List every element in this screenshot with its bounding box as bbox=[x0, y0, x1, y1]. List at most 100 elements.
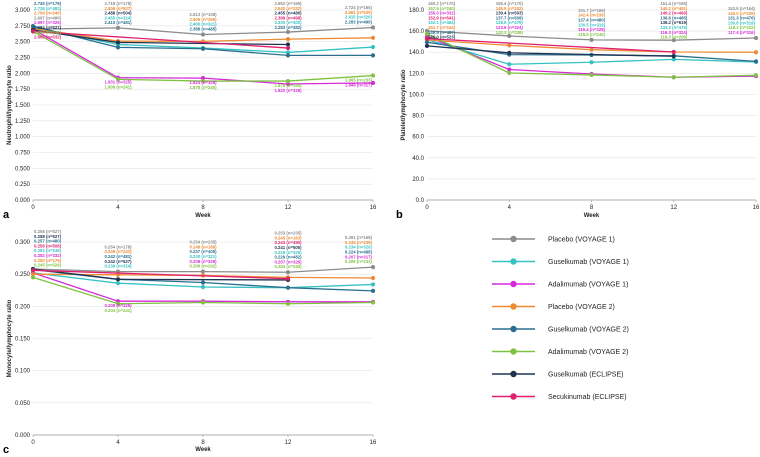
legend-marker-av2 bbox=[510, 348, 517, 355]
series-line-se bbox=[32, 269, 289, 280]
data-label-gv1: 2.726 (n=483) bbox=[34, 6, 62, 11]
y-tick-label: 180.0 bbox=[409, 8, 425, 14]
data-point-av2 bbox=[285, 78, 291, 84]
y-tick-label: 0.250 bbox=[15, 182, 31, 188]
data-label-ge: 2.488 (n=504) bbox=[104, 11, 132, 16]
panel-letter: a bbox=[3, 209, 10, 221]
data-label-av1: 123.6 (n=324) bbox=[496, 25, 524, 30]
data-label-gv2: 0.242 (n=481) bbox=[104, 254, 132, 259]
data-label-av1: 0.207 (n=326) bbox=[274, 259, 302, 264]
data-label-av1: 1.924 (n=328) bbox=[189, 80, 217, 85]
data-label-av1: 0.207 (n=317) bbox=[345, 254, 373, 259]
data-label-av1: 0.208 (n=328) bbox=[189, 259, 217, 264]
data-point-ge bbox=[115, 277, 121, 282]
data-point-pv2 bbox=[30, 272, 36, 277]
data-label-pv2: 0.244 (n=235) bbox=[345, 240, 373, 245]
data-label-pv2: 0.248 (n=168) bbox=[189, 244, 217, 249]
data-label-av1: 1.931 (n=325) bbox=[104, 80, 132, 85]
data-point-ge bbox=[424, 43, 430, 48]
data-label-av2: 120.3 (n=239) bbox=[496, 30, 524, 35]
data-label-pv2: 2.709 (n=240) bbox=[34, 11, 62, 16]
data-label-ge: 136.2 (n=619) bbox=[660, 20, 688, 25]
y-tick-label: 60.0 bbox=[412, 135, 424, 141]
data-label-pv2: 2.509 (n=527) bbox=[104, 6, 132, 11]
data-point-av2 bbox=[671, 75, 676, 80]
legend-label-gv1: Guselkumab (VOYAGE 1) bbox=[548, 259, 629, 266]
data-label-se: 0.256 (n=508) bbox=[34, 243, 62, 248]
data-point-av2 bbox=[200, 78, 206, 84]
data-point-pv2 bbox=[753, 50, 759, 55]
data-label-pv1: 0.253 (n=235) bbox=[274, 231, 302, 236]
data-point-gv1 bbox=[507, 62, 512, 67]
data-label-ge: 2.684 (n=527) bbox=[34, 25, 62, 30]
chart-panel-b: 0.020.040.060.080.0100.0120.0140.0160.01… bbox=[396, 1, 760, 221]
data-label-av1: 2.697 (n=325) bbox=[34, 20, 62, 25]
data-point-gv2 bbox=[285, 53, 291, 58]
chart-panel-a: 0.000 0.250 0.500 0.750 1.000 1.250 1.500 1.750… bbox=[3, 1, 377, 221]
x-axis-label: Week bbox=[584, 213, 600, 219]
data-point-av2 bbox=[507, 70, 512, 76]
data-label-gv2: 2.745 (n=179) bbox=[34, 1, 62, 6]
data-label-gv1: 0.229 (n=325) bbox=[274, 250, 302, 255]
x-tick-label: 12 bbox=[285, 440, 292, 446]
data-label-gv2: 149.5 (n=487) bbox=[428, 30, 456, 35]
data-label-gv1: 130.5 (n=319) bbox=[578, 22, 606, 27]
data-label-pv1: 160.2 (n=170) bbox=[428, 1, 456, 6]
data-point-gv2 bbox=[370, 288, 376, 293]
data-point-pv1 bbox=[200, 269, 206, 274]
data-label-pv2: 142.4 (n=239) bbox=[578, 13, 606, 18]
data-label-se: 2.663 (n=532) bbox=[34, 35, 62, 40]
legend-marker-se bbox=[510, 393, 517, 400]
data-point-av1 bbox=[370, 80, 376, 85]
data-label-gv1: 130.8 (n=319) bbox=[728, 20, 756, 25]
y-axis-label: Platelet/lymphocyte ratio bbox=[401, 69, 407, 140]
data-label-pv2: 2.505 (n=255) bbox=[189, 17, 217, 22]
data-label-gv2: 2.410 (n=481) bbox=[104, 20, 132, 25]
data-point-pv1 bbox=[753, 35, 759, 41]
data-point-gv2 bbox=[115, 45, 121, 50]
data-label-av2: 116.3 (n=208) bbox=[660, 35, 687, 40]
data-label-gv2: 2.283 (n=490) bbox=[345, 19, 373, 24]
x-tick-label: 12 bbox=[670, 205, 677, 211]
data-label-se: 140.2 (n=490) bbox=[660, 11, 688, 16]
data-label-av2: 0.206 (n=242) bbox=[189, 264, 217, 269]
data-label-gv2: 0.224 (n=488) bbox=[345, 249, 373, 254]
data-label-pv2: 146.5 (n=242) bbox=[496, 6, 524, 11]
data-label-pv1: 2.697 (n=490) bbox=[34, 15, 62, 20]
legend-marker-ge bbox=[510, 370, 517, 378]
data-label-pv1: 2.724 (n=165) bbox=[345, 5, 373, 10]
legend-marker-gv1 bbox=[510, 258, 517, 265]
data-point-se bbox=[671, 49, 676, 55]
data-point-gv2 bbox=[753, 59, 759, 64]
y-tick-label: 0.000 bbox=[15, 433, 31, 439]
data-label-pv1: 0.254 (n=178) bbox=[104, 244, 132, 249]
chart-panel-c: 0.000 0.050 0.100 0.150 0.200 0.250 0.300 0 4 8 12… bbox=[3, 229, 377, 456]
legend-label-pv1: Placebo (VOYAGE 1) bbox=[548, 237, 615, 244]
data-point-pv1 bbox=[671, 38, 676, 43]
data-label-pv1: 151.4 (n=165) bbox=[660, 1, 688, 6]
data-label-av2: 1.878 (n=240) bbox=[274, 83, 302, 88]
x-tick-label: 16 bbox=[753, 205, 760, 211]
data-point-gv2 bbox=[200, 280, 206, 285]
x-tick-label: 0 bbox=[425, 205, 429, 211]
data-label-ge: 2.455 (n=480) bbox=[274, 11, 302, 16]
y-tick-label: 0.250 bbox=[15, 272, 31, 278]
data-point-av2 bbox=[115, 301, 121, 306]
y-tick-label: 0.000 bbox=[15, 198, 31, 204]
x-tick-label: 4 bbox=[116, 440, 120, 446]
data-point-av2 bbox=[285, 301, 291, 306]
data-point-gv1 bbox=[589, 60, 594, 65]
data-label-gv1: 133.2 (n=475) bbox=[660, 25, 688, 30]
data-point-av2 bbox=[589, 72, 594, 78]
y-tick-label: 0.200 bbox=[15, 304, 31, 310]
data-point-gv1 bbox=[370, 282, 376, 287]
data-point-gv2 bbox=[200, 46, 206, 51]
data-label-ge: 146.0 (n=523) bbox=[428, 35, 456, 40]
data-point-pv1 bbox=[370, 264, 376, 270]
legend-label-ge: Guselkumab (ECLIPSE) bbox=[548, 372, 623, 379]
data-label-pv1: 2.718 (n=178) bbox=[104, 1, 132, 6]
data-label-pv1: 151.7 (n=165) bbox=[578, 8, 606, 13]
data-point-av2 bbox=[30, 275, 36, 280]
legend-marker-gv2 bbox=[510, 325, 517, 333]
x-axis-label: Week bbox=[195, 447, 211, 453]
